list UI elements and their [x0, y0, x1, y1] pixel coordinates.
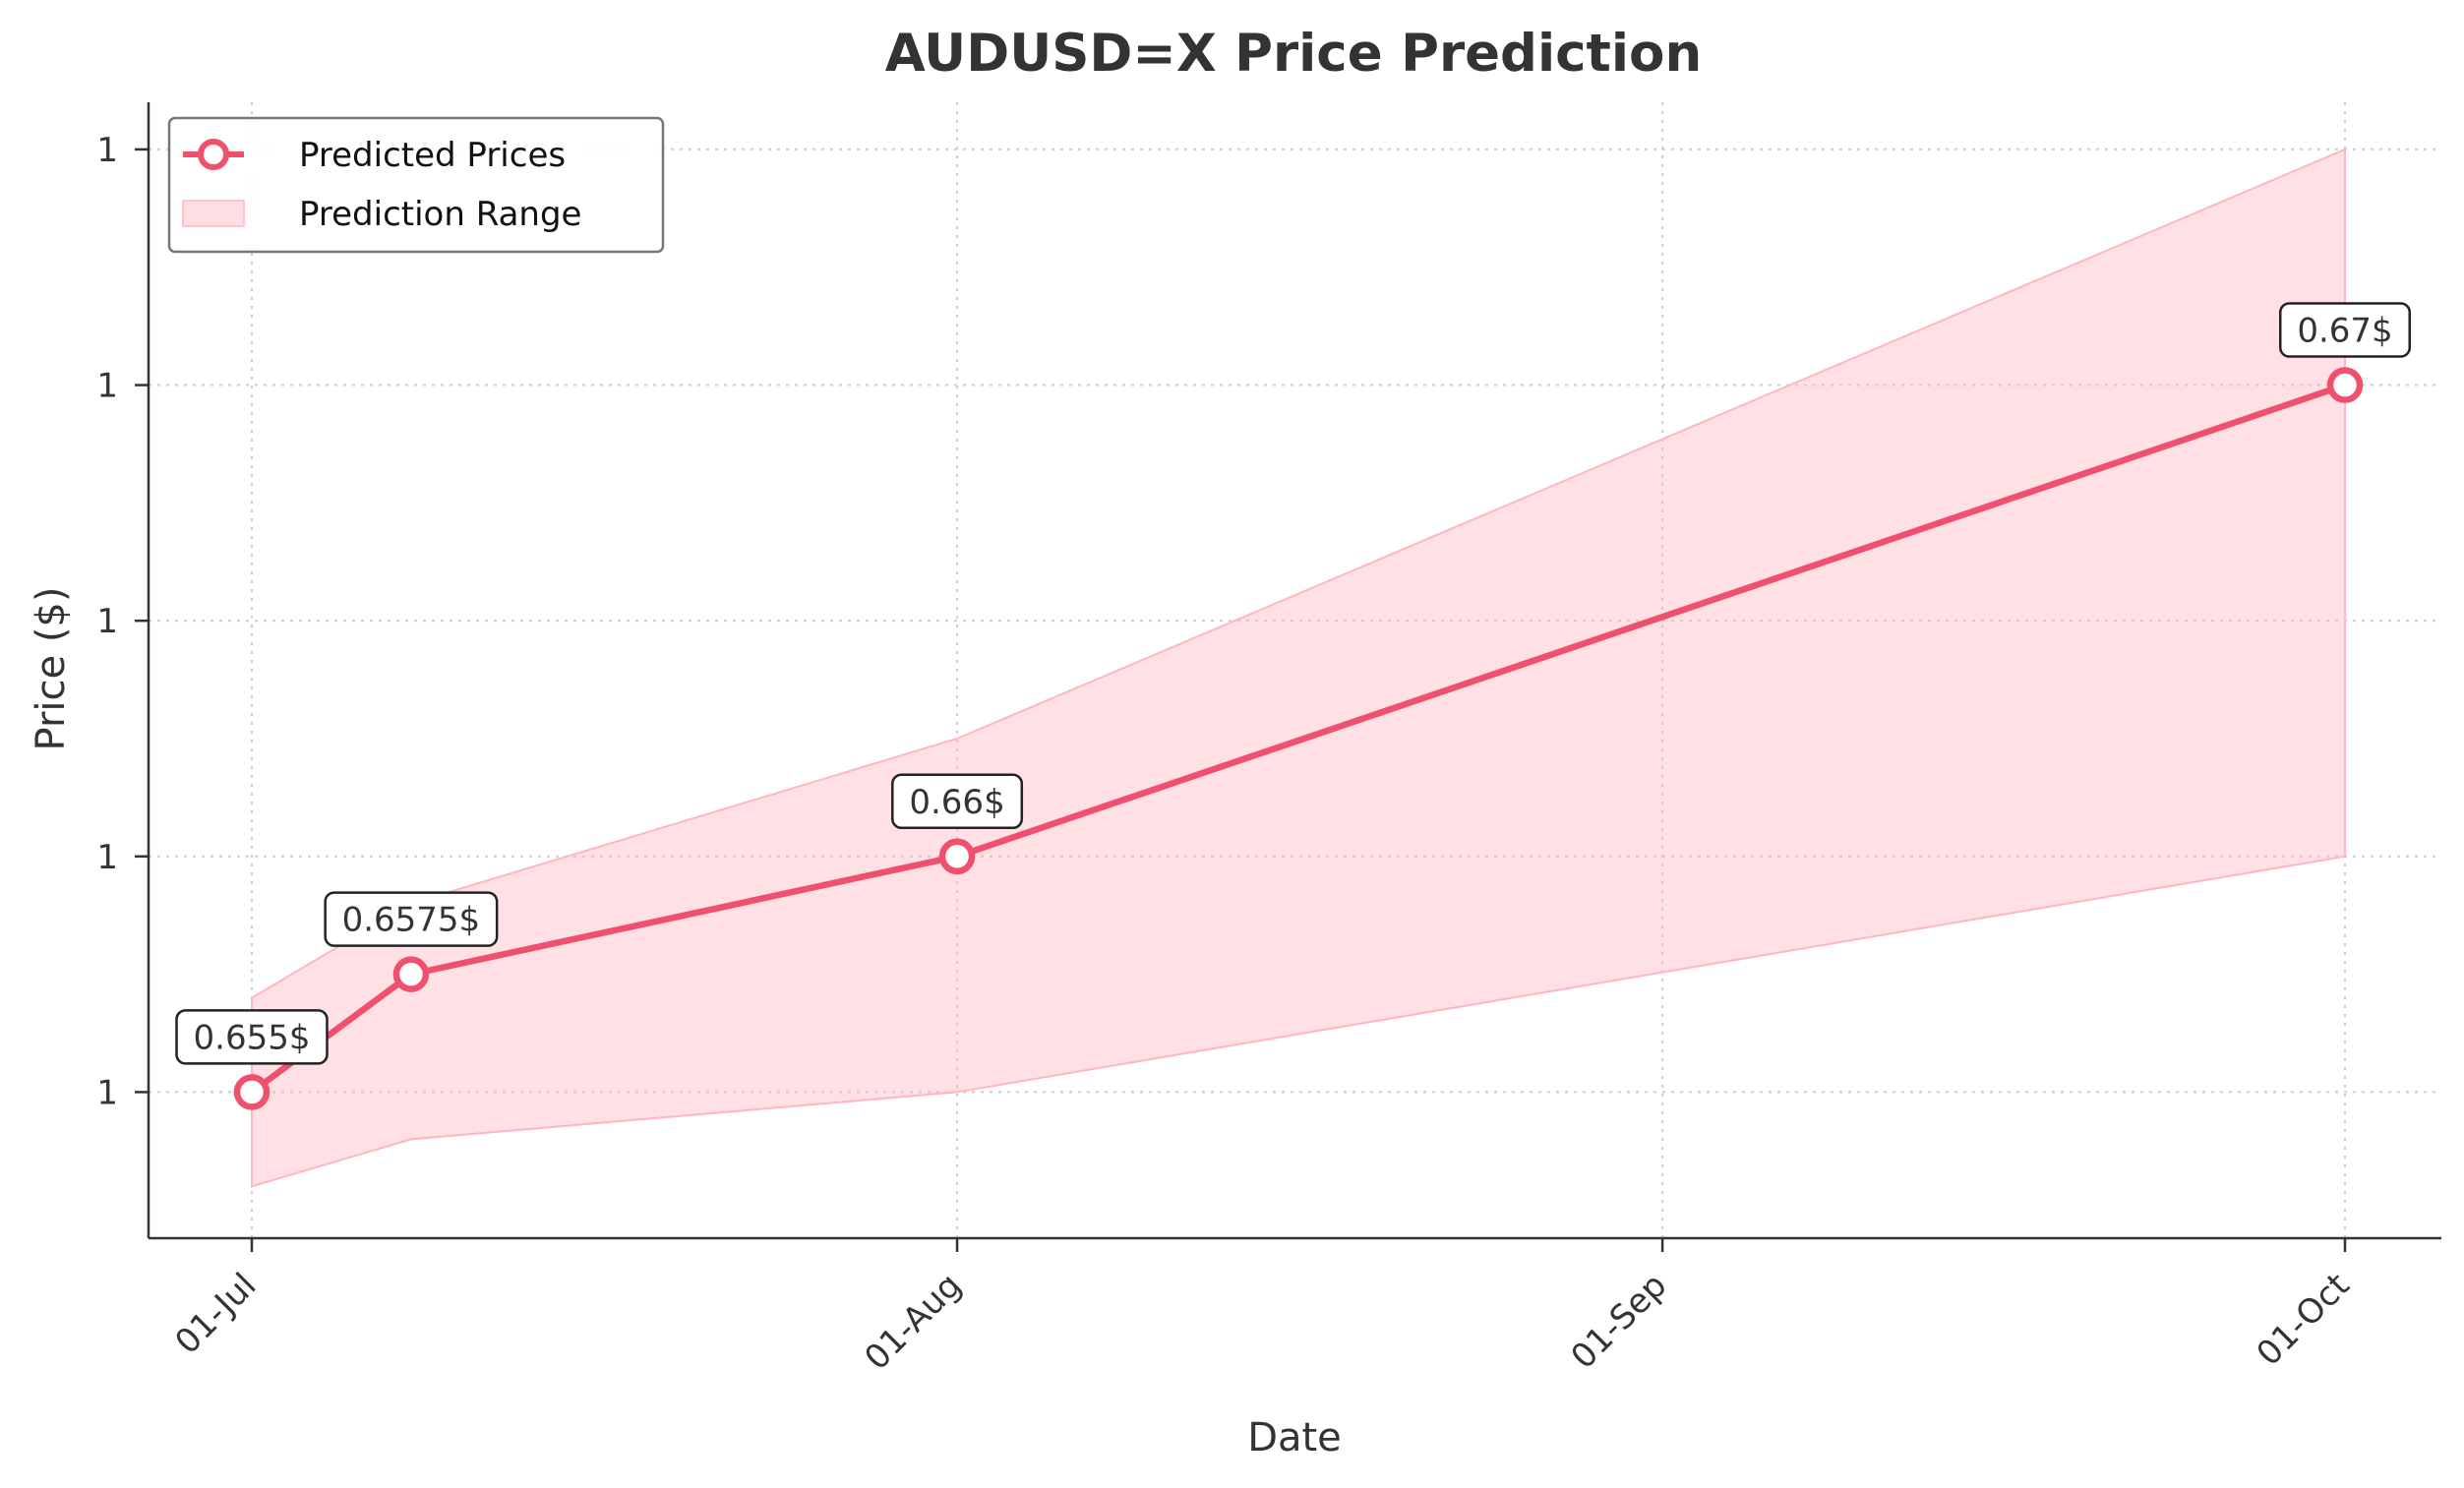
legend-label-range: Prediction Range — [299, 195, 581, 234]
x-tick-label: 01-Oct — [2250, 1266, 2358, 1374]
legend: Predicted Prices Prediction Range — [167, 116, 665, 254]
y-ticks: 1 1 1 1 1 — [96, 131, 149, 1112]
data-point — [392, 956, 430, 992]
x-ticks: 01-Jul 01-Aug 01-Sep 01-Oct — [167, 1238, 2357, 1378]
x-axis-label: Date — [1247, 1415, 1342, 1460]
annotation-box — [891, 773, 1024, 830]
y-tick-label: 1 — [96, 602, 118, 641]
predicted-prices-series — [233, 367, 2364, 1110]
legend-frame — [167, 116, 665, 254]
x-tick-label: 01-Sep — [1564, 1266, 1675, 1377]
annotation-box — [175, 1009, 329, 1065]
annotation-label: 0.655$ — [194, 1018, 311, 1057]
y-tick-label: 1 — [96, 131, 118, 170]
data-point — [938, 838, 976, 875]
annotation-box — [2279, 302, 2411, 358]
annotation-label: 0.66$ — [909, 783, 1004, 822]
prediction-range-band — [251, 148, 2346, 1188]
x-tick-label: 01-Aug — [857, 1266, 969, 1378]
annotation-label: 0.6575$ — [342, 901, 481, 940]
data-point — [233, 1074, 270, 1110]
data-point — [2326, 367, 2364, 403]
annotation-label: 0.67$ — [2297, 312, 2392, 351]
y-axis-label: Price ($) — [29, 587, 74, 751]
annotation-box — [324, 891, 499, 947]
annotations: 0.655$ 0.6575$ 0.66$ 0.67$ — [175, 302, 2411, 1065]
y-tick-label: 1 — [96, 367, 118, 406]
y-tick-label: 1 — [96, 1073, 118, 1112]
y-tick-label: 1 — [96, 838, 118, 877]
x-tick-label: 01-Jul — [167, 1266, 264, 1362]
axes — [147, 102, 2441, 1240]
legend-marker-swatch — [198, 139, 229, 170]
predicted-prices-line — [250, 382, 2347, 1096]
prediction-range — [251, 148, 2346, 1188]
legend-label-predicted: Predicted Prices — [299, 136, 566, 175]
chart-title: AUDUSD=X Price Prediction — [885, 24, 1702, 84]
legend-range-swatch — [182, 200, 245, 227]
